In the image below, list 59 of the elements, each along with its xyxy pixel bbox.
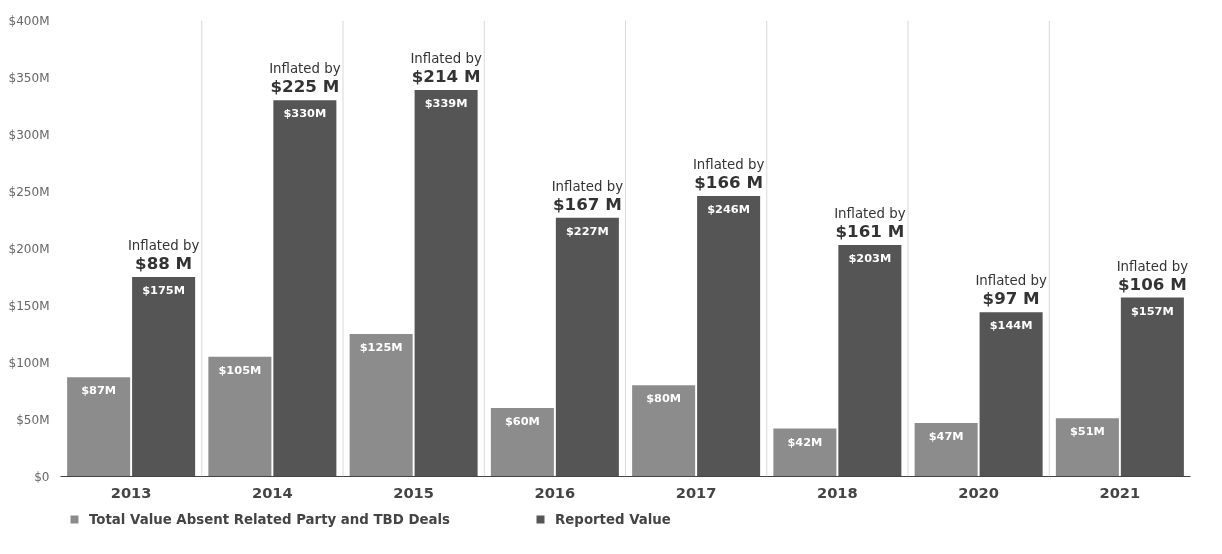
- y-tick-label: $300M: [8, 127, 50, 142]
- data-label: $80M: [646, 391, 682, 406]
- bar: [1120, 297, 1184, 477]
- data-label: $105M: [218, 362, 262, 377]
- y-tick-label: $0: [34, 469, 50, 484]
- bar: [697, 196, 761, 477]
- legend-label: Reported Value: [555, 511, 671, 527]
- data-label: $339M: [424, 96, 468, 111]
- data-label: $227M: [565, 223, 609, 238]
- data-label: $330M: [283, 106, 327, 121]
- annotation: Inflated by $214 M: [410, 51, 482, 87]
- y-tick-label: $350M: [8, 70, 50, 85]
- annotation: Inflated by $106 M: [1116, 258, 1189, 294]
- bar: [555, 217, 619, 477]
- x-tick-label: 2018: [816, 483, 858, 501]
- data-label: $125M: [359, 340, 403, 354]
- data-label: $203M: [848, 251, 892, 266]
- bar: [838, 245, 902, 477]
- bar: [490, 408, 554, 477]
- data-label: $60M: [504, 414, 540, 429]
- y-tick-label: $50M: [16, 412, 50, 427]
- bar: [349, 334, 413, 477]
- y-tick-label: $150M: [8, 298, 50, 313]
- data-label: $42M: [787, 434, 823, 449]
- data-label: $51M: [1069, 424, 1105, 439]
- data-label: $47M: [928, 428, 964, 443]
- bar: [414, 90, 478, 477]
- data-label: $144M: [989, 318, 1033, 333]
- y-tick-label: $100M: [8, 355, 50, 370]
- data-label: $157M: [1130, 303, 1174, 318]
- annotation: Inflated by $97 M: [975, 273, 1047, 309]
- annotation: Inflated by $225 M: [269, 61, 341, 97]
- bar: [979, 312, 1043, 477]
- bar: [273, 100, 337, 477]
- x-tick-label: 2021: [1099, 483, 1141, 501]
- data-label: $87M: [81, 383, 117, 398]
- bar: [67, 377, 131, 477]
- bar: [1055, 418, 1119, 477]
- bar: [914, 422, 978, 477]
- y-tick-label: $250M: [8, 184, 50, 199]
- y-tick-label: $200M: [8, 241, 50, 256]
- annotation: Inflated by $88 M: [127, 238, 200, 273]
- bar: [632, 385, 696, 477]
- x-tick-label: 2013: [110, 483, 152, 501]
- y-tick-label: $400M: [8, 13, 50, 28]
- x-tick-label: 2016: [534, 483, 576, 501]
- annotation: Inflated by $161 M: [834, 206, 906, 242]
- data-label: $175M: [142, 283, 186, 297]
- annotation: Inflated by $166 M: [692, 157, 765, 193]
- bar: [132, 277, 196, 477]
- annotation: Inflated by $167 M: [551, 178, 624, 214]
- bar: [773, 428, 837, 477]
- data-label: $246M: [707, 202, 751, 217]
- x-tick-label: 2017: [675, 483, 717, 501]
- legend-label: Total Value Absent Related Party and TBD Deals: [89, 511, 451, 527]
- x-tick-label: 2020: [958, 483, 1000, 501]
- x-tick-label: 2014: [251, 483, 293, 501]
- bar: [208, 356, 272, 477]
- x-tick-label: 2015: [393, 483, 435, 501]
